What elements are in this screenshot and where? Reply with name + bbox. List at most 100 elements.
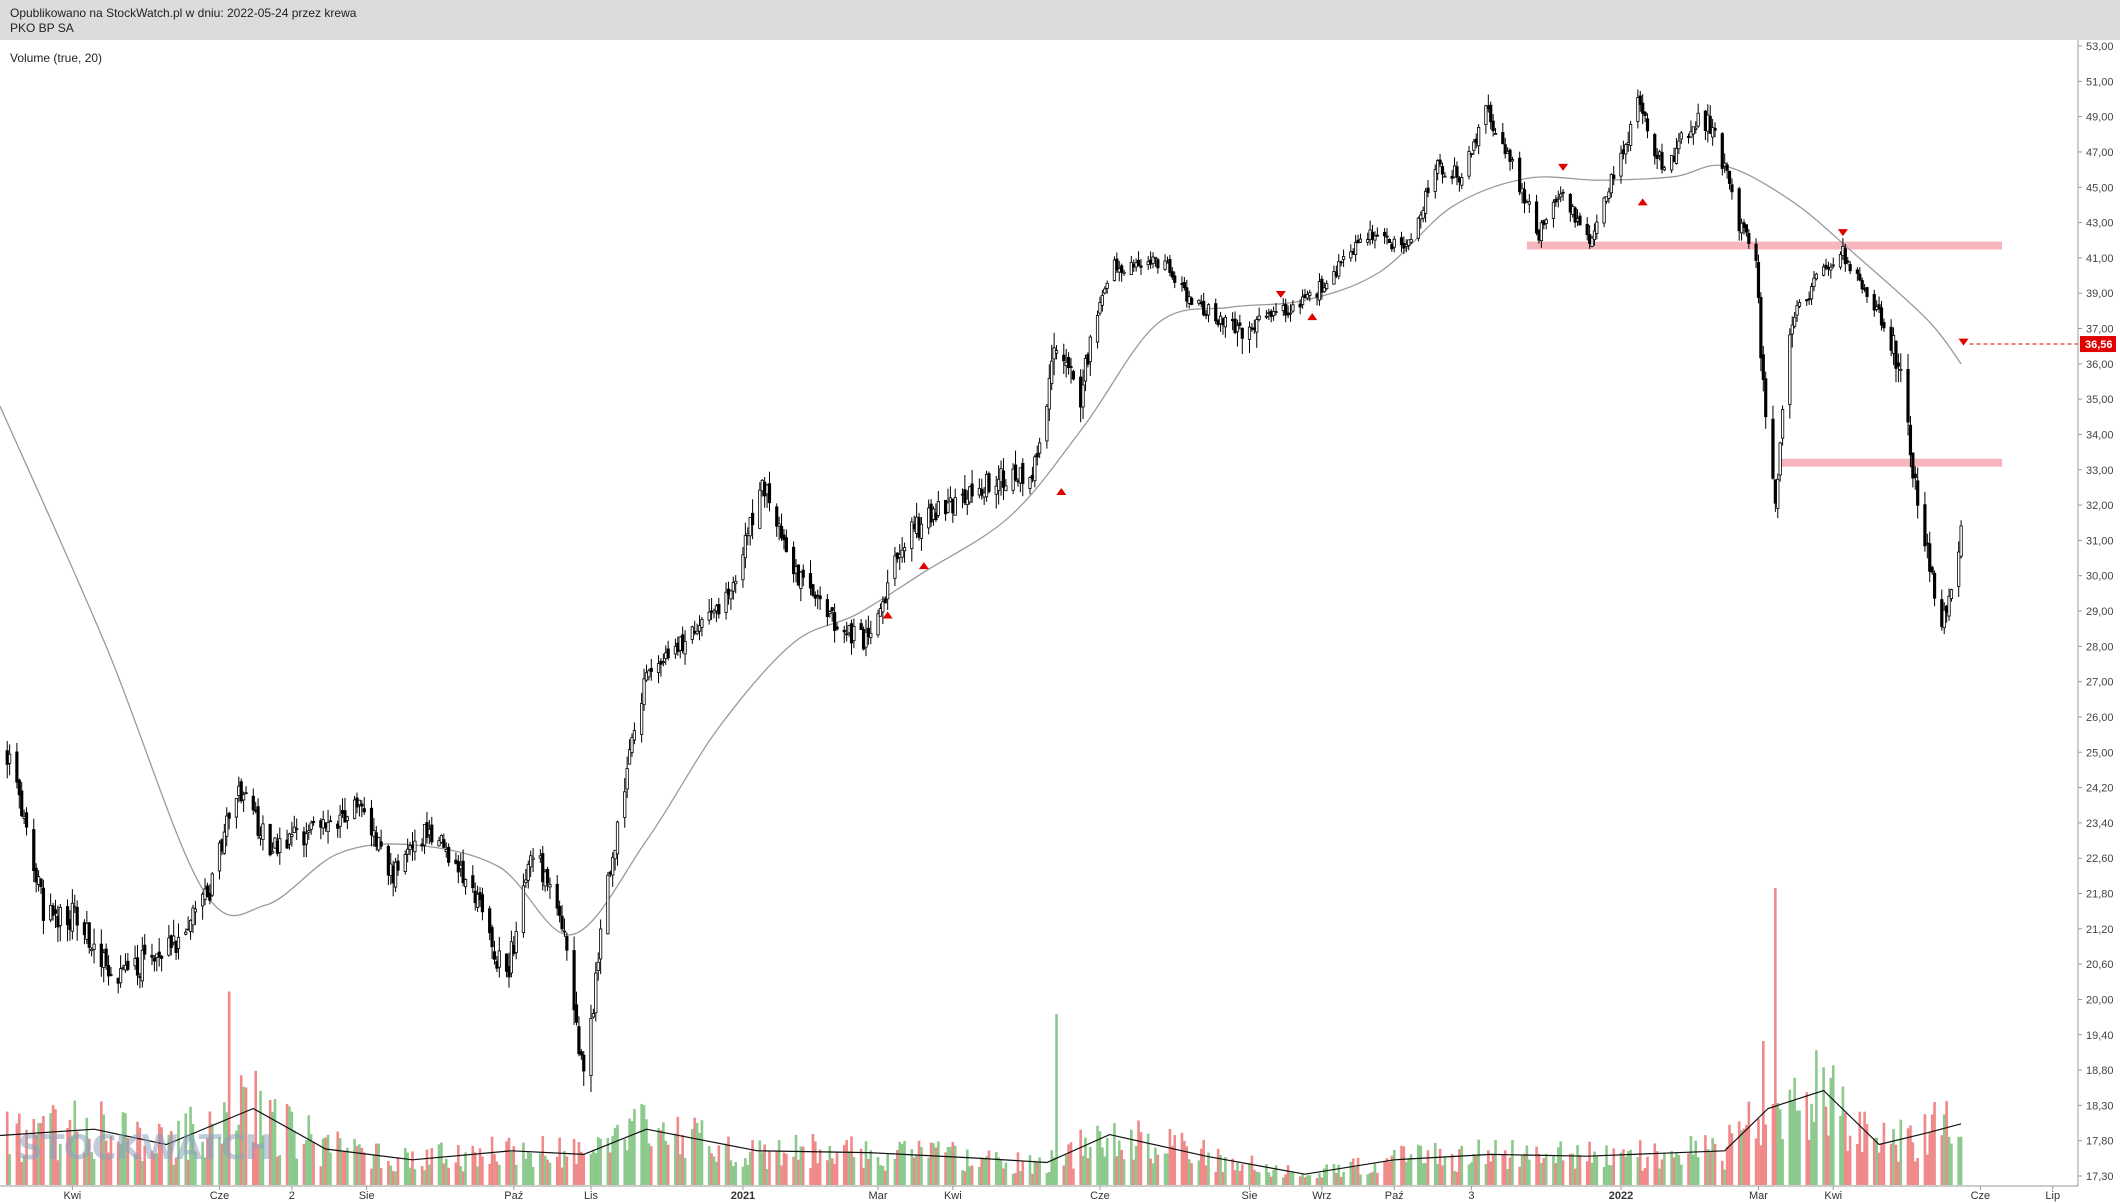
volume-bar <box>1906 1128 1910 1185</box>
x-tick-label: Cze <box>1090 1190 1110 1202</box>
candle-body <box>661 661 665 663</box>
candle-body <box>1747 233 1751 244</box>
candle-body <box>1896 362 1900 367</box>
volume-bar <box>1047 1171 1051 1185</box>
volume-bar <box>203 1157 207 1185</box>
candle-body <box>623 791 627 818</box>
y-tick-label: 49,00 <box>2086 112 2114 124</box>
volume-bar <box>133 1153 137 1185</box>
volume-bar <box>227 991 231 1185</box>
volume-moving-average <box>0 1089 1962 1175</box>
candle-body <box>1510 159 1515 162</box>
candle-body <box>268 823 272 856</box>
volume-bar <box>746 1164 750 1185</box>
candle-body <box>1949 589 1954 599</box>
x-tick-label: Mar <box>1749 1190 1768 1202</box>
candlesticks <box>5 89 1963 1093</box>
candle-body <box>1190 297 1194 305</box>
signal-marker-up-1 <box>918 562 929 570</box>
candle-body <box>1392 238 1396 248</box>
volume-bar <box>1224 1157 1227 1185</box>
volume-bar <box>1759 1145 1763 1185</box>
volume-bar <box>751 1140 754 1185</box>
volume-bar <box>893 1158 897 1185</box>
volume-bar <box>102 1114 106 1185</box>
volume-bar <box>1028 1155 1032 1185</box>
volume-bar <box>1021 1161 1025 1185</box>
volume-bar <box>411 1151 414 1185</box>
volume-bar <box>768 1151 771 1185</box>
volume-bar <box>881 1165 885 1185</box>
candle-body <box>611 856 615 876</box>
candle-body <box>430 824 434 843</box>
volume-bar <box>982 1157 986 1185</box>
volume-bar <box>305 1140 308 1185</box>
volume-bar <box>1064 1155 1068 1185</box>
candle-body <box>17 779 21 796</box>
volume-bar <box>1508 1157 1512 1185</box>
volume-bar <box>1303 1177 1307 1185</box>
candle-body <box>304 833 308 845</box>
candle-body <box>1443 175 1447 178</box>
candle-body <box>642 678 646 706</box>
candle-body <box>1930 566 1934 573</box>
volume-bar <box>596 1137 600 1185</box>
volume-bar <box>307 1115 311 1185</box>
volume-bar <box>143 1145 147 1185</box>
candle-body <box>476 893 480 908</box>
volume-bar <box>1477 1139 1480 1185</box>
candle-body <box>1573 207 1577 223</box>
candle-body <box>1291 304 1295 312</box>
candle-body <box>1054 350 1059 354</box>
candle-body <box>227 812 231 819</box>
volume-bar <box>1433 1142 1437 1185</box>
candle-body <box>90 948 94 952</box>
candle-body <box>1460 177 1464 186</box>
volume-bar <box>1882 1122 1886 1185</box>
volume-bar <box>539 1153 542 1185</box>
volume-bar <box>239 1075 243 1185</box>
y-tick-label: 32,00 <box>2086 500 2114 512</box>
candle-body <box>1860 280 1864 290</box>
volume-bar <box>896 1149 899 1185</box>
candle-body <box>878 608 883 617</box>
volume-bar <box>107 1152 110 1185</box>
volume-bar <box>1351 1158 1355 1185</box>
candle-body <box>869 632 873 638</box>
candle-body <box>1045 405 1049 442</box>
volume-bar <box>1113 1123 1116 1185</box>
volume-bar <box>8 1154 11 1185</box>
x-tick-label: Lis <box>584 1190 599 1202</box>
x-tick-label: Kwi <box>63 1190 81 1202</box>
candle-body <box>1882 322 1886 329</box>
volume-bar <box>370 1168 373 1185</box>
volume-bar <box>782 1152 786 1185</box>
volume-bar <box>640 1103 643 1185</box>
volume-bar <box>1417 1144 1420 1185</box>
volume-bar <box>1501 1154 1505 1185</box>
candle-body <box>1877 304 1881 310</box>
candle-body <box>393 861 398 888</box>
volume-bar <box>1339 1176 1343 1185</box>
volume-bar <box>1033 1160 1037 1185</box>
volume-bar <box>613 1128 617 1185</box>
volume-bar <box>724 1143 728 1185</box>
candle-body <box>1518 157 1522 193</box>
volume-bar <box>514 1164 518 1185</box>
volume-bar <box>507 1137 511 1185</box>
volume-bar <box>828 1145 832 1185</box>
candle-body <box>1764 378 1768 418</box>
volume-bar <box>900 1143 904 1185</box>
volume-bar <box>406 1152 409 1185</box>
candle-body <box>1255 319 1259 333</box>
volume-bar <box>1002 1168 1005 1185</box>
volume-bar <box>1253 1169 1256 1185</box>
volume-bar <box>563 1151 566 1185</box>
candle-body <box>1725 164 1729 171</box>
candle-body <box>902 547 907 552</box>
x-tick-label: Sie <box>359 1190 375 1202</box>
volume-bar <box>1692 1154 1695 1185</box>
volume-bar <box>1747 1101 1751 1185</box>
x-tick-label: Kwi <box>1824 1190 1842 1202</box>
